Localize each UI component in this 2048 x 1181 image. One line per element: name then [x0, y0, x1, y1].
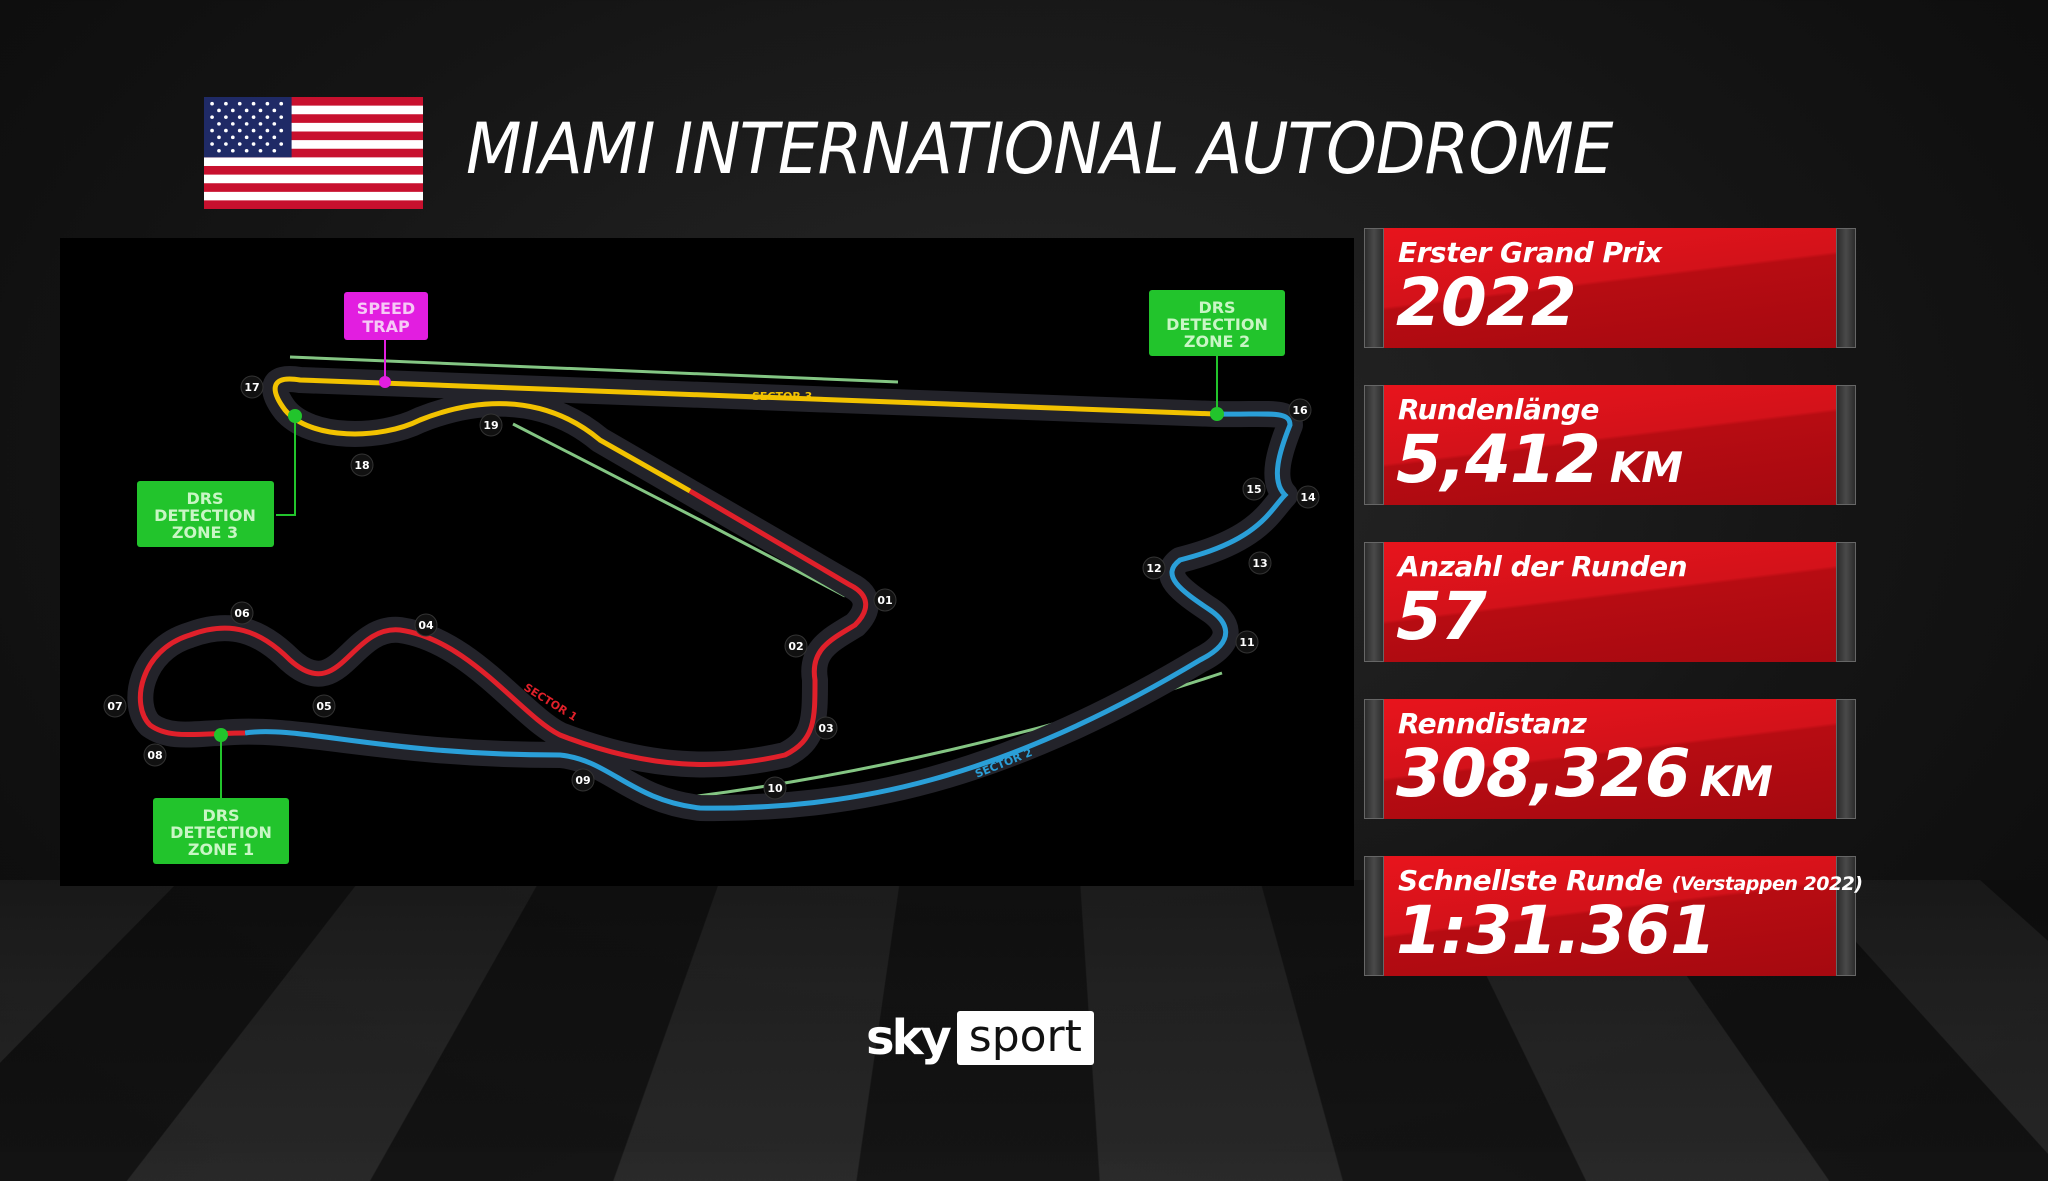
- svg-text:10: 10: [767, 782, 783, 795]
- speed-trap-marker: SPEED TRAP: [344, 292, 428, 388]
- turn-14: 14: [1296, 485, 1320, 509]
- stat-lap-length: Rundenlänge 5,412 KM: [1364, 385, 1856, 505]
- stat-value: 2022: [1396, 264, 1577, 341]
- stat-label: Erster Grand Prix: [1398, 236, 1662, 269]
- svg-text:01: 01: [877, 594, 892, 607]
- stat-label: Rundenlänge: [1398, 393, 1599, 426]
- svg-text:06: 06: [234, 607, 250, 620]
- svg-text:DRS: DRS: [1198, 298, 1235, 317]
- stat-value: 5,412 KM: [1396, 421, 1683, 498]
- stat-label: Renndistanz: [1398, 707, 1587, 740]
- svg-text:14: 14: [1300, 491, 1316, 504]
- turn-markers: 01 02 03 04 05 06 07 08 09 10 11 12 13 1…: [103, 375, 1320, 800]
- turn-08: 08: [143, 743, 167, 767]
- svg-text:DETECTION: DETECTION: [1166, 315, 1268, 334]
- svg-text:ZONE 3: ZONE 3: [172, 523, 238, 542]
- sector-3-label: SECTOR 3: [752, 390, 812, 403]
- svg-text:11: 11: [1239, 636, 1254, 649]
- svg-text:17: 17: [244, 381, 259, 394]
- stat-value: 308,326 KM: [1396, 735, 1773, 812]
- stat-value: 1:31.361: [1396, 892, 1716, 969]
- svg-text:13: 13: [1252, 557, 1267, 570]
- turn-03: 03: [814, 716, 838, 740]
- svg-text:03: 03: [818, 722, 833, 735]
- svg-text:04: 04: [418, 619, 434, 632]
- track-base: [127, 366, 1303, 822]
- svg-text:TRAP: TRAP: [362, 317, 410, 336]
- svg-text:DRS: DRS: [186, 489, 223, 508]
- stat-fastest-lap: Schnellste Runde (Verstappen 2022) 1:31.…: [1364, 856, 1863, 976]
- stat-race-distance: Renndistanz 308,326 KM: [1364, 699, 1856, 819]
- turn-04: 04: [414, 613, 438, 637]
- stat-label: Anzahl der Runden: [1398, 550, 1688, 583]
- sector-1-line: [137, 488, 869, 767]
- svg-text:ZONE 1: ZONE 1: [188, 840, 254, 859]
- circuit-diagram: SECTOR 3 SECTOR 1 SECTOR 2 SPEED TRAP DR…: [103, 290, 1320, 864]
- turn-12: 12: [1142, 556, 1166, 580]
- svg-text:07: 07: [107, 700, 122, 713]
- stat-number-of-laps: Anzahl der Runden 57: [1364, 542, 1856, 662]
- turn-05: 05: [312, 694, 336, 718]
- stat-first-grand-prix: Erster Grand Prix 2022: [1364, 228, 1856, 348]
- turn-01: 01: [873, 588, 897, 612]
- turn-16: 16: [1288, 398, 1312, 422]
- turn-18: 18: [350, 453, 374, 477]
- svg-text:19: 19: [483, 419, 498, 432]
- turn-13: 13: [1248, 551, 1272, 575]
- svg-text:DRS: DRS: [202, 806, 239, 825]
- svg-text:SPEED: SPEED: [357, 299, 415, 318]
- svg-text:16: 16: [1292, 404, 1308, 417]
- sector-2-line: [244, 411, 1293, 811]
- svg-text:12: 12: [1146, 562, 1161, 575]
- svg-text:08: 08: [147, 749, 162, 762]
- svg-text:DETECTION: DETECTION: [170, 823, 272, 842]
- stat-label: Schnellste Runde (Verstappen 2022): [1398, 864, 1863, 897]
- turn-07: 07: [103, 694, 127, 718]
- svg-text:18: 18: [354, 459, 369, 472]
- turn-19: 19: [479, 413, 503, 437]
- stat-value: 57: [1396, 578, 1487, 655]
- svg-text:05: 05: [316, 700, 331, 713]
- turn-06: 06: [230, 601, 254, 625]
- turn-17: 17: [240, 375, 264, 399]
- background-streak: [1505, 0, 2048, 19]
- drs-detection-zone-2-marker: DRS DETECTION ZONE 2: [1149, 290, 1285, 421]
- svg-text:DETECTION: DETECTION: [154, 506, 256, 525]
- drs-detection-zone-1-marker: DRS DETECTION ZONE 1: [153, 728, 289, 864]
- turn-02: 02: [784, 634, 808, 658]
- us-flag-icon: [204, 97, 423, 209]
- turn-09: 09: [571, 768, 595, 792]
- page-title: MIAMI INTERNATIONAL AUTODROME: [466, 108, 1613, 190]
- turn-10: 10: [763, 776, 787, 800]
- turn-11: 11: [1235, 630, 1259, 654]
- track-map: SECTOR 3 SECTOR 1 SECTOR 2 SPEED TRAP DR…: [60, 238, 1354, 886]
- svg-text:09: 09: [575, 774, 590, 787]
- svg-text:ZONE 2: ZONE 2: [1184, 332, 1250, 351]
- sector-3-line: [272, 376, 1216, 494]
- svg-text:15: 15: [1246, 483, 1261, 496]
- turn-15: 15: [1242, 477, 1266, 501]
- sky-sport-logo: sky sport: [866, 1010, 1094, 1066]
- drs-detection-zone-3-marker: DRS DETECTION ZONE 3: [137, 409, 302, 547]
- svg-text:02: 02: [788, 640, 803, 653]
